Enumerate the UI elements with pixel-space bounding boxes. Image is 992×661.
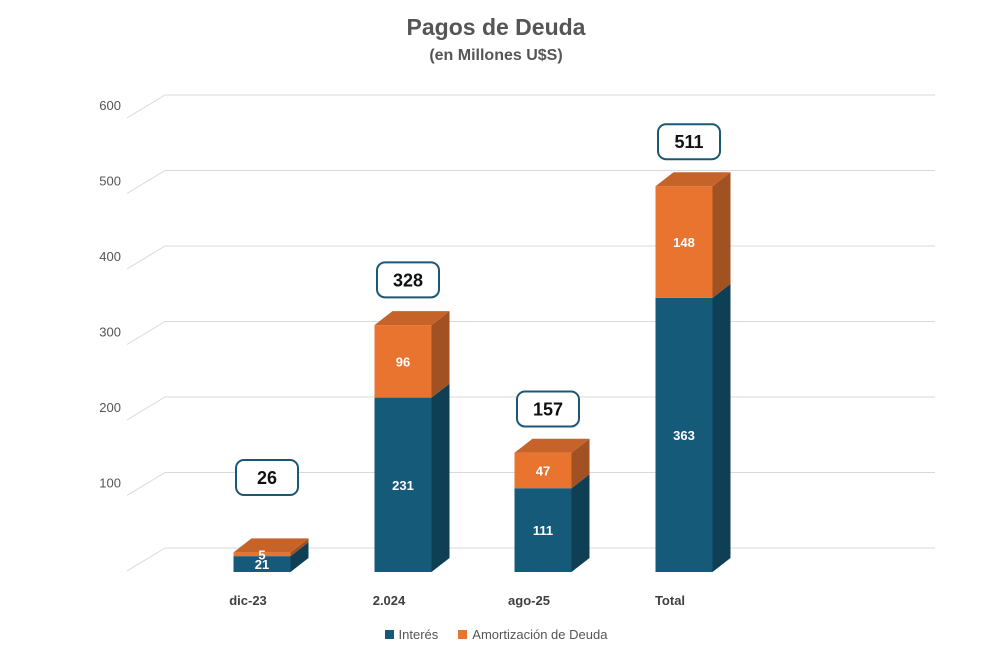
bar-side [571, 474, 590, 572]
legend-label-amortizacion: Amortización de Deuda [472, 627, 608, 642]
data-label: 47 [536, 463, 550, 478]
y-tick-label: 600 [99, 98, 121, 113]
bar-front [233, 552, 291, 557]
legend-label-interes: Interés [398, 627, 439, 642]
bar-front [374, 325, 432, 398]
data-label: 148 [673, 235, 695, 250]
gridline-depth [126, 396, 166, 421]
y-tick-label: 400 [99, 249, 121, 264]
bar-segment-amortizacion: 96 [374, 311, 450, 398]
total-label: 511 [674, 132, 703, 152]
chart-subtitle: (en Millones U$S) [429, 47, 563, 64]
total-box [376, 261, 440, 299]
bar-segment-interes: 231 [374, 383, 450, 572]
bar-side [712, 283, 731, 572]
total-box [657, 123, 721, 161]
x-category-label: ago-25 [508, 593, 550, 608]
total-callout: 511 [657, 123, 721, 161]
gridline-depth [126, 472, 166, 496]
bar-top [514, 438, 590, 453]
bar-segment-interes: 111 [514, 474, 590, 572]
bar-segment-amortizacion: 5 [233, 538, 309, 562]
gridline-depth [126, 245, 166, 270]
bars: 215 26 231 96 328 111 47 157 363 148 511 [233, 123, 731, 572]
gridline-depth [126, 170, 166, 194]
data-label: 231 [392, 478, 414, 493]
bar-segment-amortizacion: 47 [514, 438, 590, 489]
total-box [516, 390, 580, 428]
chart-title: Pagos de Deuda [406, 14, 586, 40]
bar-side [712, 172, 731, 298]
x-category-label: Total [655, 593, 685, 608]
bar-front [233, 556, 291, 572]
y-tick-label: 200 [99, 400, 121, 415]
legend: Interés Amortización de Deuda [0, 627, 992, 642]
data-label: 111 [533, 523, 553, 538]
bar-top [374, 311, 450, 326]
x-category-label: 2.024 [373, 593, 406, 608]
total-label: 328 [393, 270, 423, 290]
bar-front [514, 488, 572, 572]
gridline-depth [126, 321, 166, 345]
total-callout: 157 [516, 390, 580, 428]
legend-item-interes: Interés [384, 627, 439, 642]
bar-top [655, 172, 731, 187]
legend-swatch-amortizacion [458, 630, 468, 639]
data-label: 363 [673, 428, 695, 443]
total-callout: 328 [376, 261, 440, 299]
x-category-label: dic-23 [229, 593, 267, 608]
data-label: 5 [258, 547, 265, 562]
bar-side [290, 542, 309, 572]
bar-segment-interes: 363 [655, 283, 731, 572]
y-tick-label: 300 [99, 325, 121, 340]
y-axis-ticks: 100 200 300 400 500 600 [99, 98, 121, 491]
total-label: 26 [257, 468, 277, 488]
bar-side [431, 311, 450, 398]
bar-front [655, 186, 713, 298]
bar-side [431, 383, 450, 572]
x-axis-categories: dic-23 2.024 ago-25 Total [229, 593, 685, 608]
bar-top [233, 538, 309, 553]
total-box [235, 459, 299, 496]
total-callout: 26 [235, 459, 299, 496]
gridline-depth [126, 547, 166, 572]
bar-front [655, 297, 713, 572]
y-tick-label: 100 [99, 476, 121, 491]
data-label: 96 [396, 354, 410, 369]
data-label: 21 [255, 557, 269, 572]
total-label: 157 [533, 399, 563, 419]
legend-swatch-interes [384, 630, 394, 639]
legend-item-amortizacion: Amortización de Deuda [458, 627, 607, 642]
gridline-depth [126, 94, 166, 119]
bar-segment-interes: 21 [233, 542, 309, 572]
bar-side [290, 538, 309, 557]
bar-front [514, 452, 572, 489]
bar-segment-amortizacion: 148 [655, 172, 731, 298]
bar-front [374, 397, 432, 572]
bar-side [571, 438, 590, 489]
y-tick-label: 500 [99, 174, 121, 189]
